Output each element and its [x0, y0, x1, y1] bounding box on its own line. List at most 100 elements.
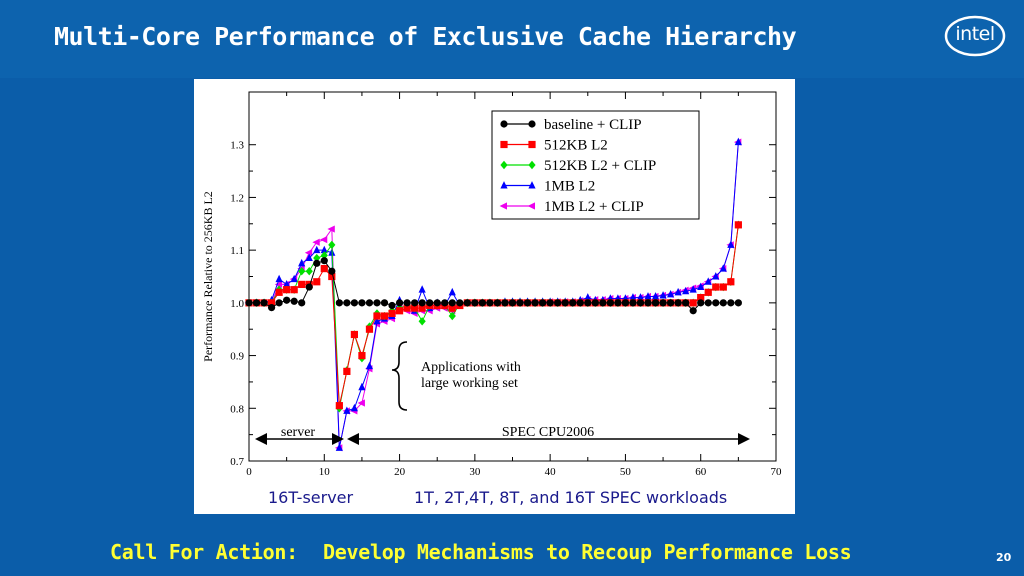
data-point-512kb-l2	[697, 293, 705, 302]
data-point-512kb-l2	[283, 286, 291, 294]
data-point-512kb-l2	[704, 288, 712, 296]
y-tick-label: 1.3	[230, 140, 244, 152]
data-point-baseline-clip	[727, 299, 735, 307]
spec-label: SPEC CPU2006	[502, 425, 594, 440]
data-point-1mb-l2	[343, 406, 351, 414]
data-point-512kb-l2	[335, 402, 343, 410]
data-point-512kb-l2-clip	[418, 317, 426, 326]
legend-label-1mb-l2: 1MB L2	[544, 179, 595, 195]
data-point-baseline-clip	[508, 299, 517, 307]
y-tick-label: 0.9	[230, 351, 244, 363]
data-point-baseline-clip	[636, 299, 645, 307]
data-point-baseline-clip	[380, 299, 389, 307]
data-point-baseline-clip	[463, 299, 471, 307]
data-point-1mb-l2	[636, 293, 645, 301]
data-point-baseline-clip	[554, 299, 562, 307]
data-point-1mb-l2-clip	[312, 238, 320, 246]
y-tick-label: 0.8	[230, 403, 244, 415]
data-point-baseline-clip	[674, 299, 682, 307]
data-point-baseline-clip	[418, 299, 426, 307]
data-point-1mb-l2	[697, 282, 705, 291]
server-label: server	[281, 425, 316, 440]
data-point-1mb-l2	[584, 293, 592, 301]
legend-label-512kb-l2-clip: 512KB L2 + CLIP	[544, 158, 656, 174]
data-point-512kb-l2	[380, 312, 389, 320]
data-point-1mb-l2	[283, 280, 291, 288]
data-point-1mb-l2	[320, 245, 328, 254]
data-point-1mb-l2-clip	[327, 225, 335, 233]
data-point-baseline-clip	[365, 299, 374, 307]
server-arrow-head-right	[332, 433, 344, 445]
data-point-1mb-l2	[298, 258, 306, 267]
data-point-baseline-clip	[576, 299, 584, 307]
data-point-baseline-clip	[501, 299, 509, 307]
title-band	[0, 0, 1024, 78]
y-tick-label: 1.1	[230, 245, 244, 257]
call-for-action-text: Develop Mechanisms to Recoup Performance…	[323, 540, 852, 564]
data-point-512kb-l2	[418, 304, 426, 312]
data-point-512kb-l2-clip	[320, 251, 328, 260]
legend-label-512kb-l2: 512KB L2	[544, 138, 608, 154]
data-point-1mb-l2	[719, 264, 727, 272]
data-point-baseline-clip	[629, 299, 637, 307]
y-axis-label: Performance Relative to 256KB L2	[201, 191, 215, 362]
data-point-baseline-clip	[719, 299, 727, 307]
legend-label-baseline-clip: baseline + CLIP	[544, 117, 642, 133]
annotation-applications: Applications with	[421, 360, 521, 375]
data-point-baseline-clip	[606, 299, 614, 307]
y-tick-label: 1.2	[230, 192, 244, 204]
data-point-512kb-l2	[403, 304, 411, 312]
legend-marker-left-1mb-l2	[500, 181, 508, 189]
data-point-baseline-clip	[531, 299, 539, 307]
data-point-512kb-l2	[734, 221, 742, 229]
data-point-baseline-clip	[682, 299, 690, 307]
data-point-baseline-clip	[704, 299, 712, 307]
data-point-1mb-l2	[448, 287, 456, 296]
data-point-1mb-l2	[358, 382, 366, 391]
data-point-baseline-clip	[667, 299, 675, 307]
data-point-baseline-clip	[305, 283, 313, 291]
y-tick-label: 1.0	[230, 298, 244, 310]
performance-chart: 0.7 0.8 0.9 1.0 1.1 1.2 1.3 0 10 20 30 40 50 60 70 Perf…	[201, 91, 783, 478]
data-point-1mb-l2	[290, 274, 298, 283]
data-point-512kb-l2	[328, 272, 336, 281]
data-point-1mb-l2	[734, 137, 742, 146]
data-point-baseline-clip	[403, 299, 411, 307]
x-tick-label: 40	[545, 466, 557, 478]
legend-label-1mb-l2-clip: 1MB L2 + CLIP	[544, 199, 644, 215]
data-point-baseline-clip	[546, 299, 554, 307]
data-point-baseline-clip	[599, 299, 607, 307]
data-point-baseline-clip	[561, 299, 569, 307]
page-number: 20	[996, 551, 1012, 564]
data-point-baseline-clip	[335, 299, 343, 307]
data-point-512kb-l2	[448, 304, 456, 312]
spec-label-bg	[486, 424, 610, 438]
x-tick-label: 60	[695, 466, 707, 478]
data-point-1mb-l2	[418, 285, 426, 293]
data-point-1mb-l2	[373, 316, 381, 325]
x-tick-label: 50	[620, 466, 632, 478]
data-point-512kb-l2	[689, 299, 697, 307]
data-point-512kb-l2	[267, 299, 276, 307]
data-point-baseline-clip	[411, 299, 419, 307]
intel-logo: intel	[944, 14, 1006, 58]
data-point-512kb-l2	[350, 330, 358, 339]
x-tick-label: 70	[771, 466, 783, 478]
legend-marker-left-512kb-l2	[500, 140, 508, 149]
data-point-512kb-l2-clip	[305, 267, 313, 276]
data-point-baseline-clip	[523, 299, 532, 307]
legend-marker-left-512kb-l2-clip	[500, 160, 508, 170]
data-point-1mb-l2	[335, 443, 343, 451]
data-point-1mb-l2	[682, 286, 690, 295]
data-point-baseline-clip	[591, 299, 599, 307]
data-point-1mb-l2	[275, 274, 283, 283]
data-point-1mb-l2	[365, 361, 374, 370]
data-point-512kb-l2	[373, 312, 381, 320]
data-point-baseline-clip	[689, 307, 697, 315]
data-point-1mb-l2	[727, 240, 735, 248]
data-point-1mb-l2	[629, 293, 637, 301]
x-tick-label: 30	[469, 466, 481, 478]
data-point-baseline-clip	[350, 299, 358, 307]
data-point-baseline-clip	[712, 299, 720, 307]
data-point-1mb-l2	[704, 277, 712, 285]
